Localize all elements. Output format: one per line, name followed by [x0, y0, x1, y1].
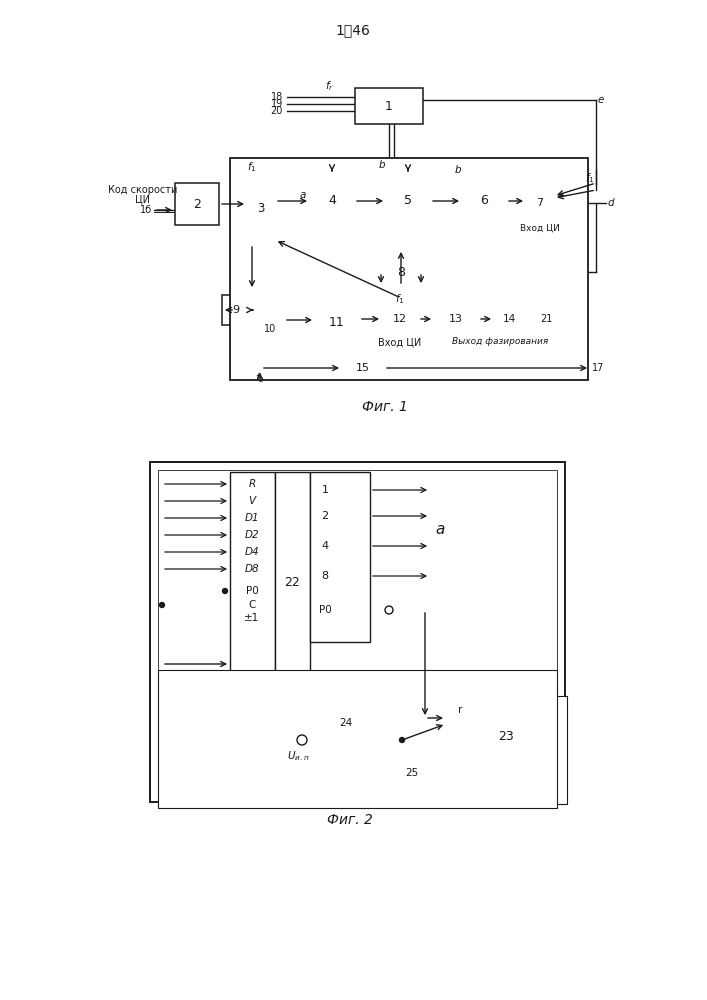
Bar: [476, 698, 536, 776]
Text: 15: 15: [356, 363, 370, 373]
Text: 7: 7: [537, 198, 544, 208]
Text: 6: 6: [480, 194, 488, 208]
Text: 23: 23: [498, 730, 514, 744]
Bar: [230, 158, 588, 380]
Text: R: R: [248, 479, 256, 489]
Text: 20: 20: [271, 106, 283, 116]
Text: 4: 4: [328, 194, 336, 208]
Bar: [158, 470, 557, 794]
Text: D1: D1: [245, 513, 259, 523]
Bar: [310, 174, 354, 228]
Circle shape: [297, 735, 307, 745]
Bar: [355, 88, 423, 124]
Bar: [256, 290, 284, 368]
Bar: [310, 472, 370, 642]
Text: $f_2$: $f_2$: [255, 371, 264, 385]
Bar: [496, 306, 522, 332]
Text: Выход фазирования: Выход фазирования: [452, 338, 548, 347]
Bar: [175, 183, 219, 225]
Text: D8: D8: [245, 564, 259, 574]
Bar: [230, 472, 275, 672]
Bar: [386, 174, 430, 228]
Bar: [315, 295, 359, 349]
Text: 14: 14: [503, 314, 515, 324]
Text: D4: D4: [245, 547, 259, 557]
Text: 1: 1: [322, 485, 329, 495]
Bar: [381, 258, 421, 286]
Bar: [449, 702, 471, 718]
Text: 2: 2: [193, 198, 201, 211]
Text: Фиг. 1: Фиг. 1: [362, 400, 408, 414]
Text: r: r: [458, 705, 462, 715]
Text: a: a: [300, 190, 306, 200]
Text: e: e: [598, 95, 604, 105]
Text: V: V: [248, 496, 255, 506]
Text: Вход ЦИ: Вход ЦИ: [520, 224, 560, 232]
Text: 1: 1: [385, 100, 393, 112]
Text: 2: 2: [322, 511, 329, 521]
Text: 21: 21: [540, 314, 552, 324]
Text: Вход ЦИ: Вход ЦИ: [378, 337, 421, 347]
Text: $f_r$: $f_r$: [325, 79, 334, 93]
Bar: [247, 172, 275, 244]
Bar: [158, 670, 557, 808]
Bar: [275, 472, 310, 672]
Circle shape: [223, 588, 228, 593]
Bar: [382, 304, 418, 334]
Text: D2: D2: [245, 530, 259, 540]
Text: 25: 25: [405, 768, 419, 778]
Text: 1б: 1б: [140, 205, 152, 215]
Text: 12: 12: [393, 314, 407, 324]
Bar: [222, 295, 250, 325]
Text: 17: 17: [592, 363, 604, 373]
Text: 11: 11: [329, 316, 345, 328]
Text: P0: P0: [245, 586, 258, 596]
Text: 24: 24: [339, 718, 353, 728]
Text: b: b: [455, 165, 461, 175]
Text: $f_1$: $f_1$: [395, 292, 405, 306]
Text: 18: 18: [271, 92, 283, 102]
Bar: [434, 304, 478, 334]
Text: 8: 8: [322, 571, 329, 581]
Text: b: b: [378, 160, 385, 170]
Bar: [526, 185, 554, 221]
Text: 8: 8: [397, 265, 405, 278]
Bar: [150, 462, 565, 802]
Text: Фиг. 2: Фиг. 2: [327, 813, 373, 827]
Text: 22: 22: [284, 576, 300, 588]
Circle shape: [385, 606, 393, 614]
Text: 19: 19: [271, 99, 283, 109]
Text: a: a: [435, 522, 445, 538]
Text: $f_1$: $f_1$: [247, 160, 257, 174]
Text: d: d: [608, 198, 614, 208]
Text: Код скорости: Код скорости: [108, 185, 177, 195]
Circle shape: [160, 602, 165, 607]
Circle shape: [399, 738, 404, 742]
Text: 13: 13: [449, 314, 463, 324]
Text: 9: 9: [233, 305, 240, 315]
Text: ±1: ±1: [245, 613, 259, 623]
Text: ЦИ: ЦИ: [136, 194, 151, 204]
Text: 4: 4: [322, 541, 329, 551]
Text: $U_{и.п}$: $U_{и.п}$: [287, 749, 309, 763]
Bar: [444, 696, 567, 804]
Text: 3: 3: [257, 202, 264, 215]
Bar: [320, 730, 372, 750]
Text: P0: P0: [319, 605, 332, 615]
Text: C: C: [248, 600, 256, 610]
Text: 5: 5: [404, 194, 412, 208]
Text: 1灁46: 1灁46: [336, 23, 370, 37]
Bar: [446, 698, 536, 776]
Bar: [462, 174, 506, 228]
Text: $f_1$: $f_1$: [585, 171, 595, 185]
Bar: [342, 358, 384, 378]
Bar: [494, 304, 524, 334]
Text: 10: 10: [264, 324, 276, 334]
